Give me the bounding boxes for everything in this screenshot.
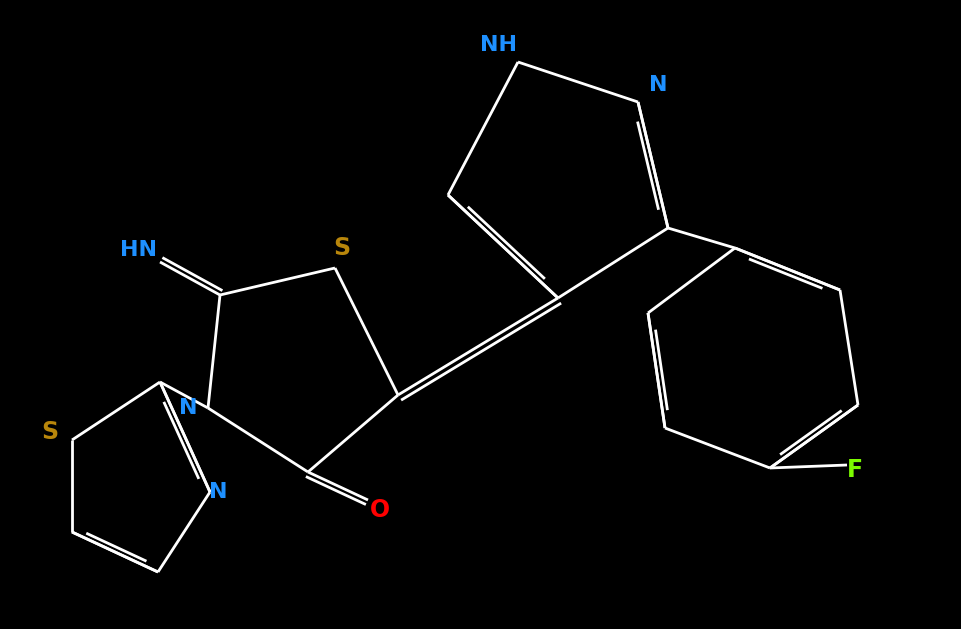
Text: S: S (333, 236, 351, 260)
Text: NH: NH (480, 35, 516, 55)
Text: N: N (209, 482, 227, 502)
Text: O: O (370, 498, 390, 522)
Text: N: N (649, 75, 667, 95)
Text: F: F (847, 458, 863, 482)
Text: HN: HN (119, 240, 157, 260)
Text: S: S (41, 420, 59, 444)
Text: N: N (179, 398, 197, 418)
